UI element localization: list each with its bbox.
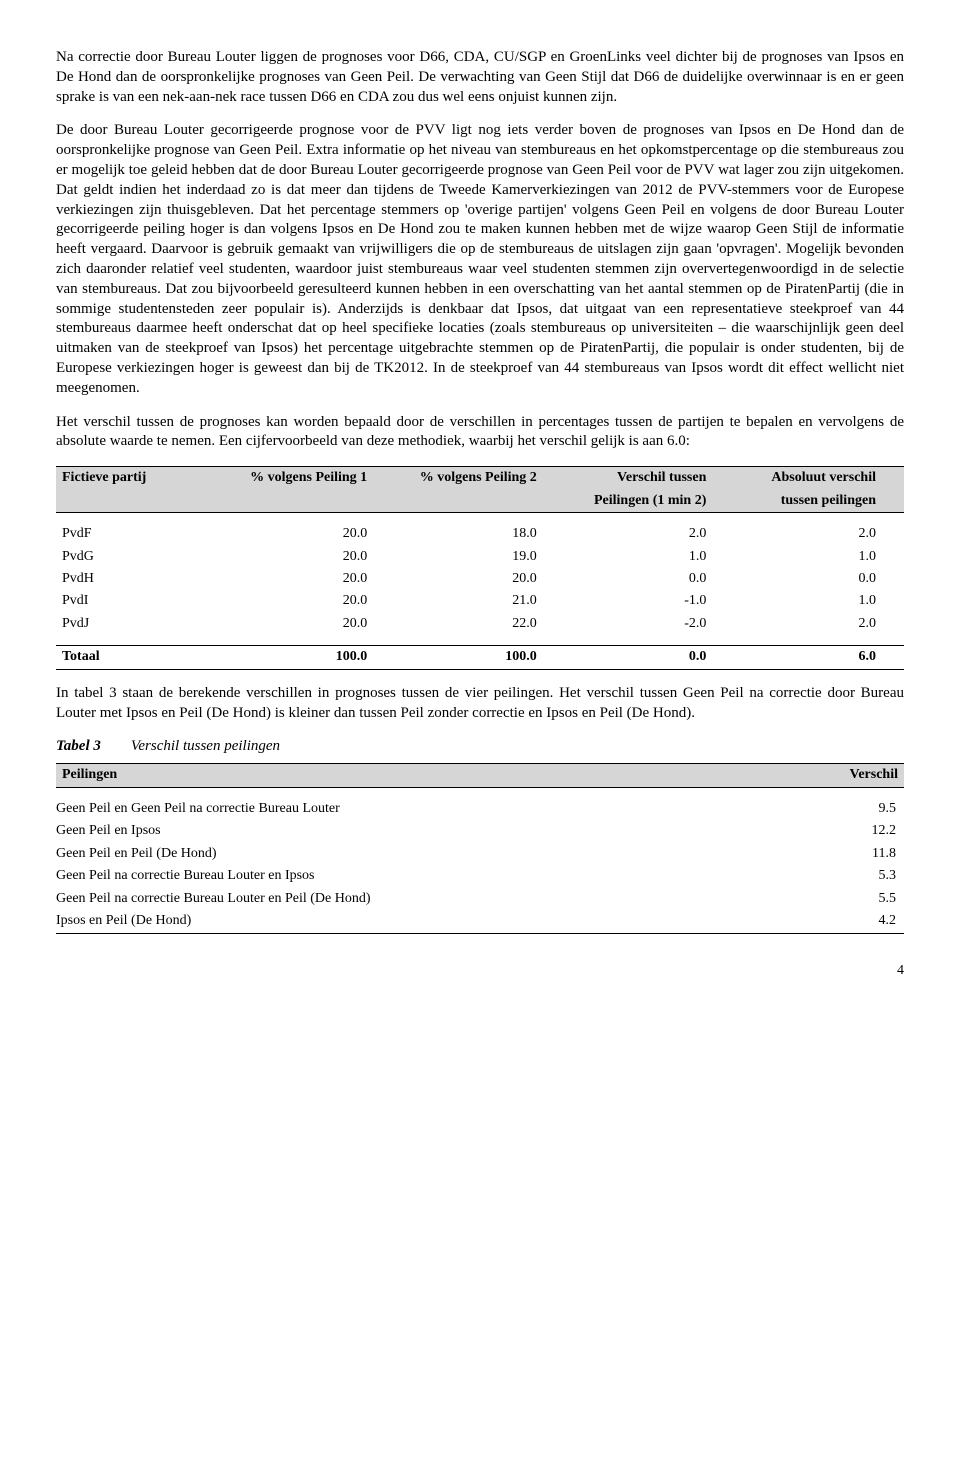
cell: 6.0 xyxy=(734,646,904,669)
table-row: Geen Peil en Geen Peil na correctie Bure… xyxy=(56,798,904,820)
table3-caption-text: Verschil tussen peilingen xyxy=(131,738,280,754)
cell: 2.0 xyxy=(734,523,904,545)
cell: 2.0 xyxy=(734,613,904,635)
cell: Geen Peil na correctie Bureau Louter en … xyxy=(56,865,769,887)
cell: Ipsos en Peil (De Hond) xyxy=(56,910,769,933)
cell: 20.0 xyxy=(226,546,396,568)
cell: -1.0 xyxy=(565,590,735,612)
cell: 1.0 xyxy=(734,590,904,612)
cell: Geen Peil na correctie Bureau Louter en … xyxy=(56,888,769,910)
paragraph-2: De door Bureau Louter gecorrigeerde prog… xyxy=(56,121,904,398)
t3-h-peilingen: Peilingen xyxy=(56,764,769,787)
cell: 20.0 xyxy=(226,613,396,635)
table-row: Geen Peil na correctie Bureau Louter en … xyxy=(56,865,904,887)
cell: Geen Peil en Geen Peil na correctie Bure… xyxy=(56,798,769,820)
table-row: PvdG 20.0 19.0 1.0 1.0 xyxy=(56,546,904,568)
cell: PvdJ xyxy=(56,613,226,635)
cell: 1.0 xyxy=(734,546,904,568)
t2-h-abs-b: tussen peilingen xyxy=(734,490,904,513)
cell: 22.0 xyxy=(395,613,565,635)
example-diff-table: Fictieve partij % volgens Peiling 1 % vo… xyxy=(56,466,904,670)
table3-caption-label: Tabel 3 xyxy=(56,738,101,754)
cell: Geen Peil en Peil (De Hond) xyxy=(56,843,769,865)
t2-h-party: Fictieve partij xyxy=(56,467,226,490)
cell: PvdH xyxy=(56,568,226,590)
cell: PvdF xyxy=(56,523,226,545)
cell: 9.5 xyxy=(769,798,904,820)
table3-caption: Tabel 3 Verschil tussen peilingen xyxy=(56,737,904,757)
cell: 11.8 xyxy=(769,843,904,865)
cell: 20.0 xyxy=(395,568,565,590)
cell: 2.0 xyxy=(565,523,735,545)
cell: 0.0 xyxy=(565,646,735,669)
cell: 20.0 xyxy=(226,523,396,545)
cell: 19.0 xyxy=(395,546,565,568)
cell: 21.0 xyxy=(395,590,565,612)
cell: 18.0 xyxy=(395,523,565,545)
t2-h-p2: % volgens Peiling 2 xyxy=(395,467,565,490)
table-row: Ipsos en Peil (De Hond) 4.2 xyxy=(56,910,904,933)
diff-between-polls-table: Peilingen Verschil Geen Peil en Geen Pei… xyxy=(56,763,904,933)
table-row: Geen Peil en Ipsos 12.2 xyxy=(56,820,904,842)
cell: 0.0 xyxy=(734,568,904,590)
cell: 100.0 xyxy=(395,646,565,669)
table-row: PvdI 20.0 21.0 -1.0 1.0 xyxy=(56,590,904,612)
t2-h-diff-a: Verschil tussen xyxy=(565,467,735,490)
cell: 20.0 xyxy=(226,568,396,590)
cell: 5.5 xyxy=(769,888,904,910)
paragraph-3: Het verschil tussen de prognoses kan wor… xyxy=(56,413,904,453)
cell: 4.2 xyxy=(769,910,904,933)
cell: 5.3 xyxy=(769,865,904,887)
cell: Geen Peil en Ipsos xyxy=(56,820,769,842)
t2-h-abs-a: Absoluut verschil xyxy=(734,467,904,490)
cell: -2.0 xyxy=(565,613,735,635)
cell: PvdG xyxy=(56,546,226,568)
t2-h-p1: % volgens Peiling 1 xyxy=(226,467,396,490)
table-row: Geen Peil en Peil (De Hond) 11.8 xyxy=(56,843,904,865)
cell: 100.0 xyxy=(226,646,396,669)
table-row: Geen Peil na correctie Bureau Louter en … xyxy=(56,888,904,910)
cell: PvdI xyxy=(56,590,226,612)
cell: 0.0 xyxy=(565,568,735,590)
paragraph-1: Na correctie door Bureau Louter liggen d… xyxy=(56,48,904,107)
cell: 20.0 xyxy=(226,590,396,612)
t2-h-diff-b: Peilingen (1 min 2) xyxy=(565,490,735,513)
cell: 12.2 xyxy=(769,820,904,842)
cell: Totaal xyxy=(56,646,226,669)
table-total-row: Totaal 100.0 100.0 0.0 6.0 xyxy=(56,646,904,669)
t3-h-verschil: Verschil xyxy=(769,764,904,787)
page-number: 4 xyxy=(56,962,904,980)
paragraph-4: In tabel 3 staan de berekende verschille… xyxy=(56,684,904,724)
cell: 1.0 xyxy=(565,546,735,568)
table-row: PvdH 20.0 20.0 0.0 0.0 xyxy=(56,568,904,590)
table-row: PvdJ 20.0 22.0 -2.0 2.0 xyxy=(56,613,904,635)
table-row: PvdF 20.0 18.0 2.0 2.0 xyxy=(56,523,904,545)
